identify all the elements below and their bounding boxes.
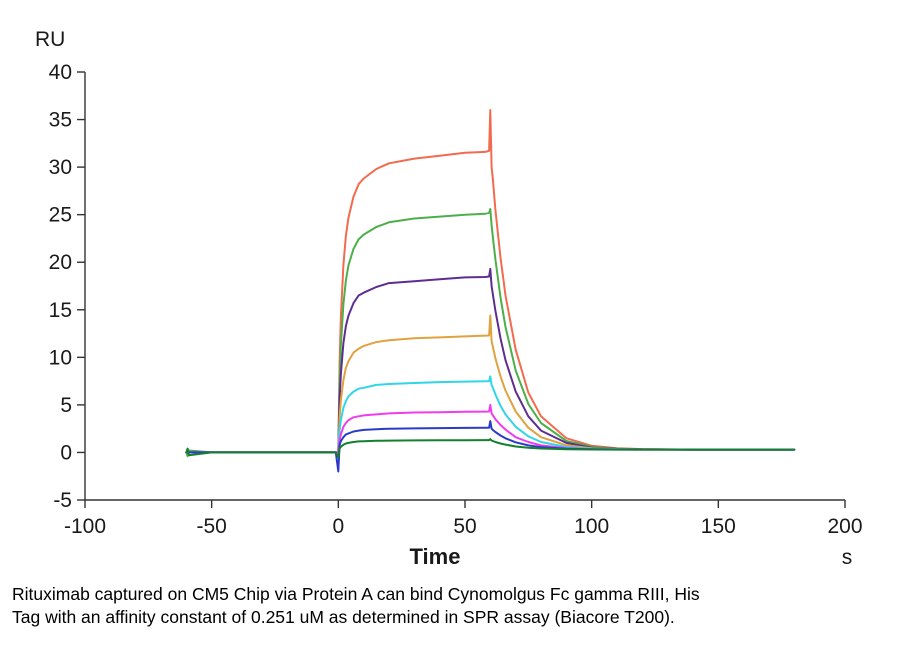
time-axis-label: Time [410, 544, 461, 569]
y-tick-label: 5 [60, 394, 72, 417]
sensorgram-chart: -5 0 5 10 15 20 25 30 35 40 -100 -50 0 50 100 150 200 RU T… [35, 28, 863, 569]
series-line-magenta [185, 403, 796, 454]
y-tick-label: 35 [49, 109, 72, 132]
y-tick-label: -5 [53, 489, 72, 512]
x-tick-label: -100 [64, 515, 106, 538]
y-tick-label: 30 [49, 156, 72, 179]
x-tick-label: 50 [453, 515, 476, 538]
seconds-unit-label: s [842, 546, 853, 569]
caption-line-1: Rituximab captured on CM5 Chip via Prote… [12, 584, 700, 604]
series-line-orange [185, 314, 796, 454]
series-line-dark-green [185, 438, 796, 459]
caption-line-2: Tag with an affinity constant of 0.251 u… [12, 607, 675, 628]
x-tick-label: 150 [701, 515, 736, 538]
y-tick-label: 25 [49, 204, 72, 227]
series-line-blue [185, 420, 796, 473]
y-tick-label: 15 [49, 299, 72, 322]
spr-sensorgram-figure: -5 0 5 10 15 20 25 30 35 40 -100 -50 0 50 100 150 200 RU T… [0, 28, 900, 629]
x-tick-label: -50 [196, 515, 226, 538]
series-line-cyan [185, 375, 796, 454]
y-tick-label: 20 [49, 251, 72, 274]
ru-axis-label: RU [35, 28, 65, 51]
series-group [185, 109, 796, 473]
y-tick-label: 40 [49, 61, 72, 84]
x-tick-label: 100 [574, 515, 609, 538]
chart-caption: Rituximab captured on CM5 Chip via Prote… [0, 575, 900, 629]
y-tick-label: 10 [49, 346, 72, 369]
y-tick-label: 0 [60, 441, 72, 464]
x-tick-label: 200 [827, 515, 862, 538]
x-tick-label: 0 [332, 515, 344, 538]
